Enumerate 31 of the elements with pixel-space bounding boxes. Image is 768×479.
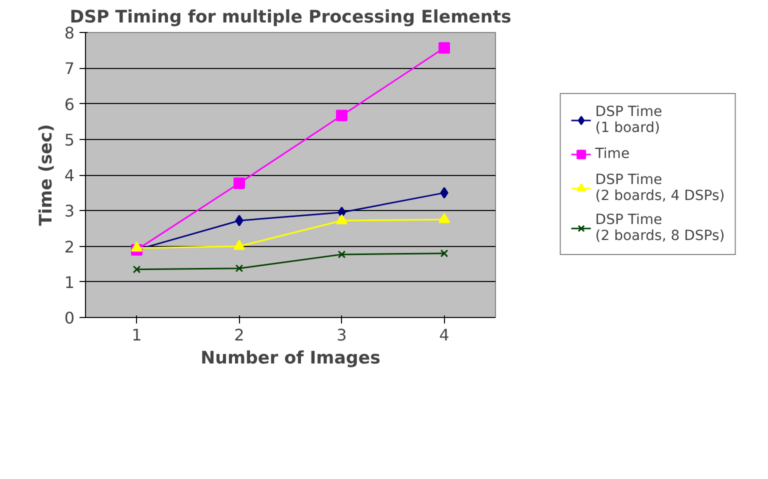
point [234, 177, 245, 189]
point [440, 249, 448, 258]
y-tick-label: 6 [64, 94, 75, 114]
point [132, 265, 141, 274]
point [438, 42, 450, 54]
point [338, 250, 346, 258]
point [440, 187, 448, 199]
y-tick-label: 1 [64, 272, 75, 292]
y-tick-label: 3 [64, 202, 75, 221]
x-tick-label: 3 [336, 326, 347, 344]
point [336, 214, 348, 224]
legend-label: Time [595, 146, 630, 162]
x-tick-label: 1 [132, 326, 142, 344]
legend-label: DSP Time (2 boards, 8 DSPs) [595, 212, 725, 244]
y-tick-label: 4 [64, 166, 75, 185]
legend-label: DSP Time (2 boards, 4 DSPs) [595, 172, 725, 204]
y-axis-title: Time (sec) [36, 124, 56, 226]
point [438, 213, 450, 224]
x-tick-label: 4 [439, 326, 450, 344]
point [336, 110, 348, 122]
x-tick-label: 2 [234, 326, 244, 344]
legend-label: DSP Time (1 board) [595, 104, 662, 136]
y-tick-label: 7 [64, 59, 75, 78]
y-tick-label: 0 [64, 308, 75, 328]
y-tick-label: 2 [64, 237, 75, 256]
point [131, 242, 142, 252]
x-axis-title: Number of Images [200, 348, 380, 368]
point [234, 240, 245, 250]
point [235, 214, 244, 226]
point [235, 264, 244, 272]
y-tick-label: 5 [64, 130, 75, 150]
